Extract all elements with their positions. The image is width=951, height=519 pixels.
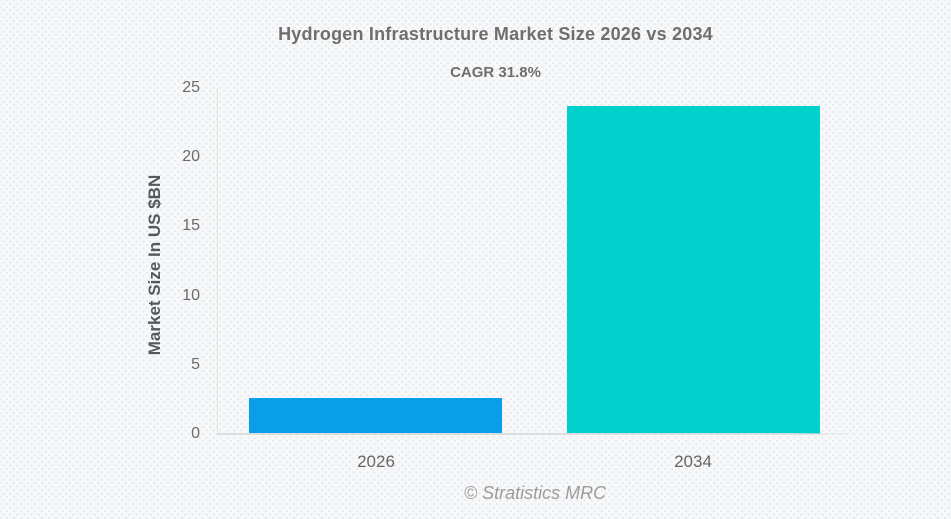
x-tick-2026: 2026 <box>357 452 395 471</box>
y-tick-label: 5 <box>191 355 200 373</box>
plot-area <box>217 88 865 434</box>
chart-title: Hydrogen Infrastructure Market Size 2026… <box>278 24 713 44</box>
y-tick-label: 20 <box>182 148 200 166</box>
y-tick-label: 10 <box>182 286 200 304</box>
chart-subtitle: CAGR 31.8% <box>450 64 541 81</box>
bar-2026 <box>249 398 502 434</box>
bar-2034 <box>567 106 820 434</box>
y-tick-label: 15 <box>182 217 200 235</box>
y-tick-label: 25 <box>182 79 200 96</box>
y-tick-label: 0 <box>191 425 200 442</box>
x-tick-2034: 2034 <box>674 452 712 471</box>
watermark-credit: © Stratistics MRC <box>463 483 607 503</box>
y-axis-title: Market Size In US $BN <box>145 174 164 356</box>
x-axis-line <box>217 433 865 435</box>
